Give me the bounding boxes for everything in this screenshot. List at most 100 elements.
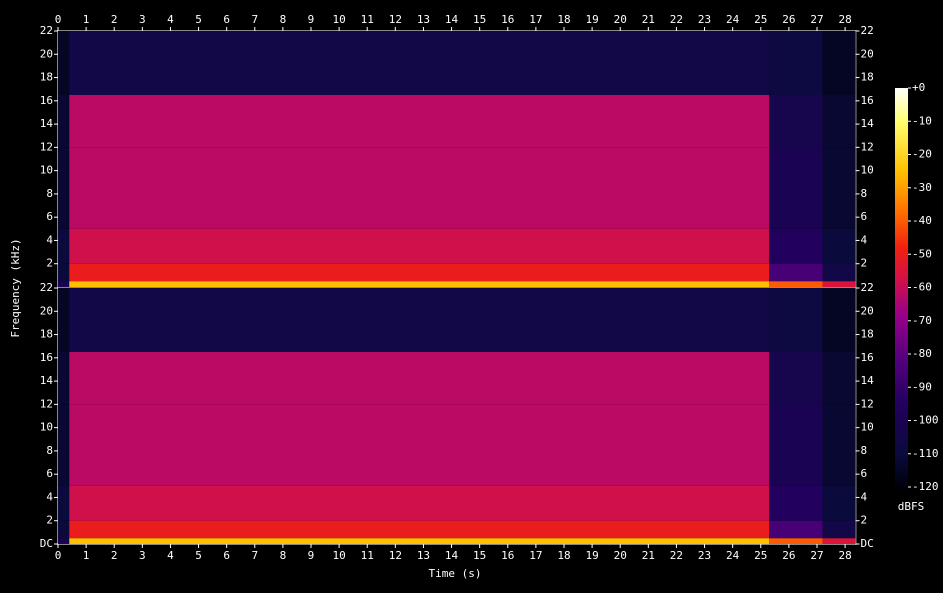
colorbar-tick-label: -40 (912, 214, 932, 227)
x-tick-label: 0 (55, 549, 62, 562)
colorbar-tick-label: -30 (912, 181, 932, 194)
y-tick-label: 18 (861, 328, 874, 341)
y-tick-label: 8 (861, 187, 868, 200)
spectrogram-cell (822, 352, 856, 405)
colorbar-tick-label: -110 (912, 447, 939, 460)
spectrogram-cell (69, 228, 770, 264)
y-tick-label: 14 (861, 117, 875, 130)
x-tick-label: 13 (417, 549, 430, 562)
y-axis-label: Frequency (kHz) (9, 238, 22, 337)
colorbar-tick-label: -70 (912, 314, 932, 327)
y-tick-label: 20 (40, 47, 53, 60)
colorbar-tick-label: -60 (912, 281, 932, 294)
spectrogram-cell (58, 147, 70, 229)
spectrogram-cell (58, 352, 70, 405)
spectrogram-cell (69, 95, 770, 148)
x-tick-label: 21 (642, 549, 655, 562)
x-tick-label: 26 (782, 549, 795, 562)
x-tick-label: 18 (557, 549, 570, 562)
spectrogram-cell (58, 404, 70, 486)
spectrogram-cell (769, 228, 823, 264)
spectrogram-cell (69, 520, 770, 539)
y-tick-label: DC (40, 537, 53, 550)
x-tick-label: 17 (529, 13, 542, 26)
x-tick-label: 11 (361, 549, 374, 562)
y-tick-label: 20 (861, 47, 874, 60)
spectrogram-cell (69, 31, 770, 95)
x-tick-label: 25 (754, 13, 767, 26)
x-tick-label: 9 (308, 13, 315, 26)
colorbar-tick-label: -120 (912, 480, 939, 493)
x-tick-label: 5 (195, 13, 202, 26)
spectrogram-cell (69, 404, 770, 486)
spectrogram-cell (769, 288, 823, 352)
y-tick-label: 2 (46, 514, 53, 527)
y-tick-label: 12 (40, 397, 53, 410)
y-tick-label: 8 (46, 444, 53, 457)
spectrogram-cell (58, 31, 70, 95)
spectrogram-cell (769, 538, 823, 544)
colorbar-tick-label: -100 (912, 414, 939, 427)
x-tick-label: 2 (111, 13, 118, 26)
y-tick-label: 8 (46, 187, 53, 200)
x-tick-label: 13 (417, 13, 430, 26)
spectrogram-cell (769, 263, 823, 282)
x-tick-label: 20 (614, 13, 627, 26)
spectrogram-cell (769, 281, 823, 287)
y-tick-label: 10 (40, 164, 53, 177)
x-tick-label: 17 (529, 549, 542, 562)
spectrogram-cell (822, 520, 856, 539)
x-tick-label: 19 (585, 549, 598, 562)
spectrogram-cell (822, 485, 856, 521)
x-tick-label: 21 (642, 13, 655, 26)
spectrogram-cell (58, 263, 70, 282)
spectrogram-cell (69, 352, 770, 405)
spectrogram-cell (69, 485, 770, 521)
x-tick-label: 7 (251, 13, 258, 26)
y-tick-label: 14 (40, 117, 54, 130)
spectrogram-cell (69, 288, 770, 352)
spectrogram-cell (69, 263, 770, 282)
y-tick-label: 2 (861, 514, 868, 527)
x-tick-label: 19 (585, 13, 598, 26)
spectrogram-cell (769, 352, 823, 405)
x-tick-label: 3 (139, 13, 146, 26)
colorbar-tick-label: -10 (912, 114, 932, 127)
x-tick-label: 24 (726, 549, 740, 562)
spectrogram-cell (822, 404, 856, 486)
y-tick-label: 18 (40, 328, 53, 341)
y-tick-label: 16 (861, 351, 874, 364)
spectrogram-cell (769, 485, 823, 521)
colorbar-tick-label: +0 (912, 81, 925, 94)
y-tick-label: 6 (46, 210, 53, 223)
x-tick-label: 18 (557, 13, 570, 26)
spectrogram-cell (769, 147, 823, 229)
colorbar-tick-label: -50 (912, 247, 932, 260)
spectrogram-cell (69, 281, 770, 287)
spectrogram-cell (769, 95, 823, 148)
y-tick-label: 16 (40, 94, 53, 107)
colorbar-tick-label: -80 (912, 347, 932, 360)
x-tick-label: 10 (332, 549, 345, 562)
x-tick-label: 11 (361, 13, 374, 26)
spectrogram-cell (822, 95, 856, 148)
y-tick-label: 12 (40, 140, 53, 153)
x-tick-label: 15 (473, 13, 486, 26)
x-tick-label: 22 (670, 549, 683, 562)
spectrogram-cell (769, 31, 823, 95)
y-tick-label: 22 (40, 24, 53, 37)
colorbar-tick-label: -20 (912, 148, 932, 161)
y-tick-label: 4 (46, 233, 53, 246)
y-tick-label: 4 (861, 490, 868, 503)
panel-border (57, 287, 857, 545)
y-tick-label: 22 (861, 281, 874, 294)
x-tick-label: 20 (614, 549, 627, 562)
x-tick-label: 8 (280, 549, 287, 562)
x-tick-label: 5 (195, 549, 202, 562)
x-tick-label: 9 (308, 549, 315, 562)
x-tick-label: 0 (55, 13, 62, 26)
spectrogram-cell (822, 147, 856, 229)
y-tick-label: 22 (40, 281, 53, 294)
x-tick-label: 27 (810, 549, 823, 562)
x-axis-label: Time (s) (429, 567, 482, 580)
